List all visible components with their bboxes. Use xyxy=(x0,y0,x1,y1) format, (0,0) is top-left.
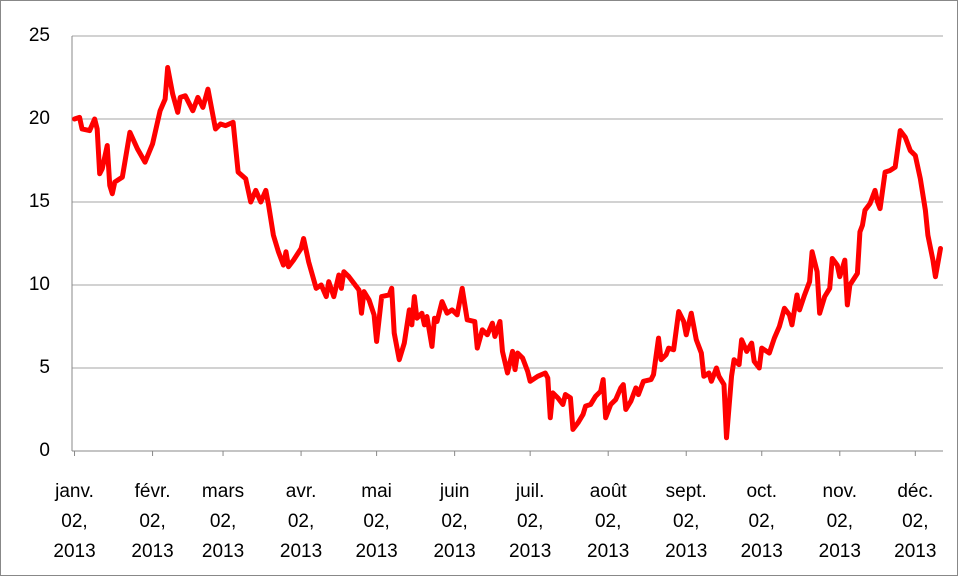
x-tick-label: févr. 02, 2013 xyxy=(131,481,173,562)
x-tick-label: nov. 02, 2013 xyxy=(819,481,861,562)
y-tick-label: 5 xyxy=(39,357,50,378)
x-tick-label: mai 02, 2013 xyxy=(355,481,397,562)
y-tick-label: 20 xyxy=(29,108,50,129)
x-tick-label: août 02, 2013 xyxy=(587,481,629,562)
x-tick-label: avr. 02, 2013 xyxy=(280,481,322,562)
y-tick-label: 25 xyxy=(29,25,50,46)
x-tick-label: janv. 02, 2013 xyxy=(53,481,95,562)
x-tick-label: déc. 02, 2013 xyxy=(894,481,936,562)
x-tick-label: sept. 02, 2013 xyxy=(665,481,707,562)
x-tick-label: juil. 02, 2013 xyxy=(509,481,551,562)
y-tick-label: 10 xyxy=(29,274,50,295)
x-tick-label: oct. 02, 2013 xyxy=(741,481,783,562)
x-tick-label: juin 02, 2013 xyxy=(433,481,475,562)
x-tick-label: mars 02, 2013 xyxy=(202,481,244,562)
data-line xyxy=(72,65,943,441)
y-tick-label: 15 xyxy=(29,191,50,212)
y-tick-label: 0 xyxy=(39,440,50,461)
